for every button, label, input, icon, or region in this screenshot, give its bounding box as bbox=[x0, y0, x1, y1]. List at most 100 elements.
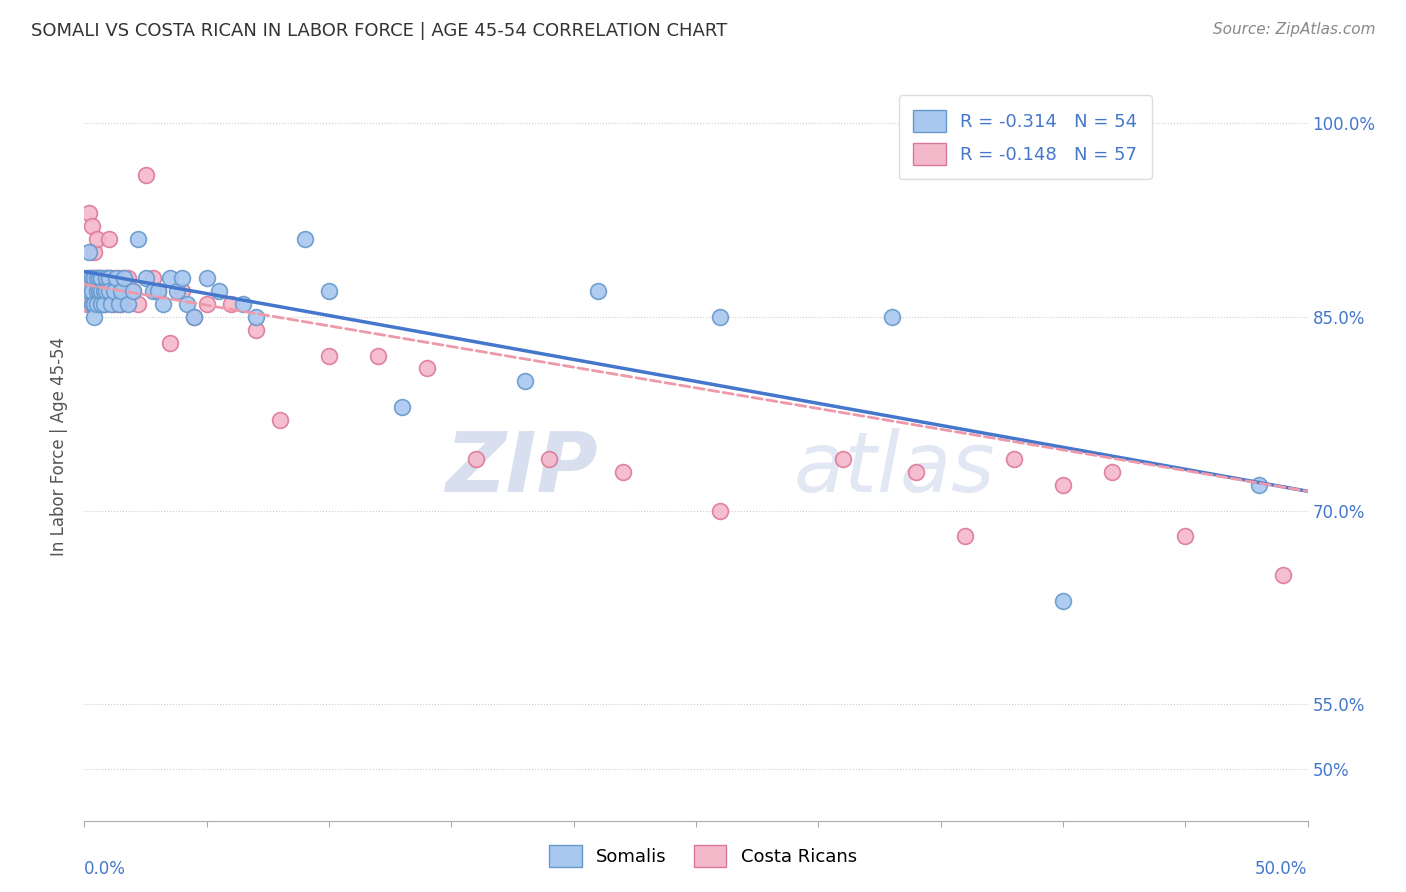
Text: 0.0%: 0.0% bbox=[84, 860, 127, 878]
Point bbox=[176, 297, 198, 311]
Point bbox=[513, 375, 536, 389]
Point bbox=[709, 503, 731, 517]
Point bbox=[76, 284, 98, 298]
Point bbox=[100, 297, 122, 311]
Point bbox=[83, 284, 105, 298]
Point bbox=[391, 401, 413, 415]
Point bbox=[880, 310, 903, 324]
Point bbox=[905, 465, 928, 479]
Point bbox=[87, 284, 110, 298]
Point bbox=[87, 297, 110, 311]
Point bbox=[1247, 477, 1270, 491]
Point bbox=[90, 297, 112, 311]
Point bbox=[90, 271, 112, 285]
Point bbox=[117, 297, 139, 311]
Point bbox=[86, 284, 108, 298]
Point bbox=[110, 284, 132, 298]
Point bbox=[110, 297, 132, 311]
Point bbox=[1052, 477, 1074, 491]
Point bbox=[93, 284, 115, 298]
Point bbox=[127, 297, 149, 311]
Point bbox=[80, 284, 103, 298]
Point bbox=[96, 284, 118, 298]
Point bbox=[93, 284, 115, 298]
Point bbox=[87, 284, 110, 298]
Point bbox=[1174, 529, 1197, 543]
Point bbox=[146, 284, 169, 298]
Point bbox=[142, 284, 165, 298]
Point bbox=[90, 271, 112, 285]
Point bbox=[105, 271, 128, 285]
Point bbox=[117, 271, 139, 285]
Point bbox=[219, 297, 242, 311]
Point bbox=[112, 271, 135, 285]
Point bbox=[1272, 568, 1295, 582]
Point bbox=[146, 284, 169, 298]
Legend: Somalis, Costa Ricans: Somalis, Costa Ricans bbox=[541, 838, 865, 874]
Point bbox=[831, 451, 853, 466]
Point bbox=[86, 271, 108, 285]
Point bbox=[127, 232, 149, 246]
Point bbox=[318, 349, 340, 363]
Point bbox=[77, 206, 100, 220]
Point bbox=[172, 284, 194, 298]
Text: 50.0%: 50.0% bbox=[1256, 860, 1308, 878]
Point bbox=[208, 284, 231, 298]
Point bbox=[709, 310, 731, 324]
Point bbox=[183, 310, 205, 324]
Point bbox=[80, 271, 103, 285]
Point bbox=[464, 451, 486, 466]
Point bbox=[586, 284, 609, 298]
Point bbox=[83, 245, 105, 260]
Text: atlas: atlas bbox=[794, 428, 995, 509]
Point bbox=[90, 284, 112, 298]
Point bbox=[107, 271, 129, 285]
Point bbox=[83, 271, 105, 285]
Point bbox=[76, 297, 98, 311]
Point bbox=[86, 271, 108, 285]
Point bbox=[100, 271, 122, 285]
Point bbox=[86, 297, 108, 311]
Point bbox=[77, 284, 100, 298]
Text: SOMALI VS COSTA RICAN IN LABOR FORCE | AGE 45-54 CORRELATION CHART: SOMALI VS COSTA RICAN IN LABOR FORCE | A… bbox=[31, 22, 727, 40]
Point bbox=[1101, 465, 1123, 479]
Point bbox=[183, 310, 205, 324]
Point bbox=[107, 297, 129, 311]
Point bbox=[77, 245, 100, 260]
Point bbox=[245, 310, 267, 324]
Point bbox=[122, 284, 145, 298]
Legend: R = -0.314   N = 54, R = -0.148   N = 57: R = -0.314 N = 54, R = -0.148 N = 57 bbox=[898, 95, 1152, 179]
Point bbox=[80, 297, 103, 311]
Point bbox=[97, 232, 120, 246]
Point bbox=[135, 271, 157, 285]
Point bbox=[135, 168, 157, 182]
Point bbox=[172, 271, 194, 285]
Point bbox=[416, 361, 439, 376]
Point bbox=[97, 284, 120, 298]
Point bbox=[538, 451, 561, 466]
Point bbox=[1052, 594, 1074, 608]
Point bbox=[103, 297, 125, 311]
Y-axis label: In Labor Force | Age 45-54: In Labor Force | Age 45-54 bbox=[51, 336, 69, 556]
Point bbox=[80, 297, 103, 311]
Point bbox=[232, 297, 254, 311]
Point bbox=[90, 297, 112, 311]
Point bbox=[103, 284, 125, 298]
Point bbox=[1002, 451, 1025, 466]
Point bbox=[96, 271, 118, 285]
Point bbox=[245, 323, 267, 337]
Point bbox=[76, 271, 98, 285]
Point bbox=[112, 271, 135, 285]
Point bbox=[93, 297, 115, 311]
Point bbox=[105, 284, 128, 298]
Point bbox=[80, 271, 103, 285]
Point bbox=[195, 297, 218, 311]
Text: ZIP: ZIP bbox=[446, 428, 598, 509]
Point bbox=[159, 271, 181, 285]
Point bbox=[159, 335, 181, 350]
Point bbox=[96, 271, 118, 285]
Point bbox=[318, 284, 340, 298]
Point bbox=[87, 271, 110, 285]
Point bbox=[166, 284, 188, 298]
Text: Source: ZipAtlas.com: Source: ZipAtlas.com bbox=[1212, 22, 1375, 37]
